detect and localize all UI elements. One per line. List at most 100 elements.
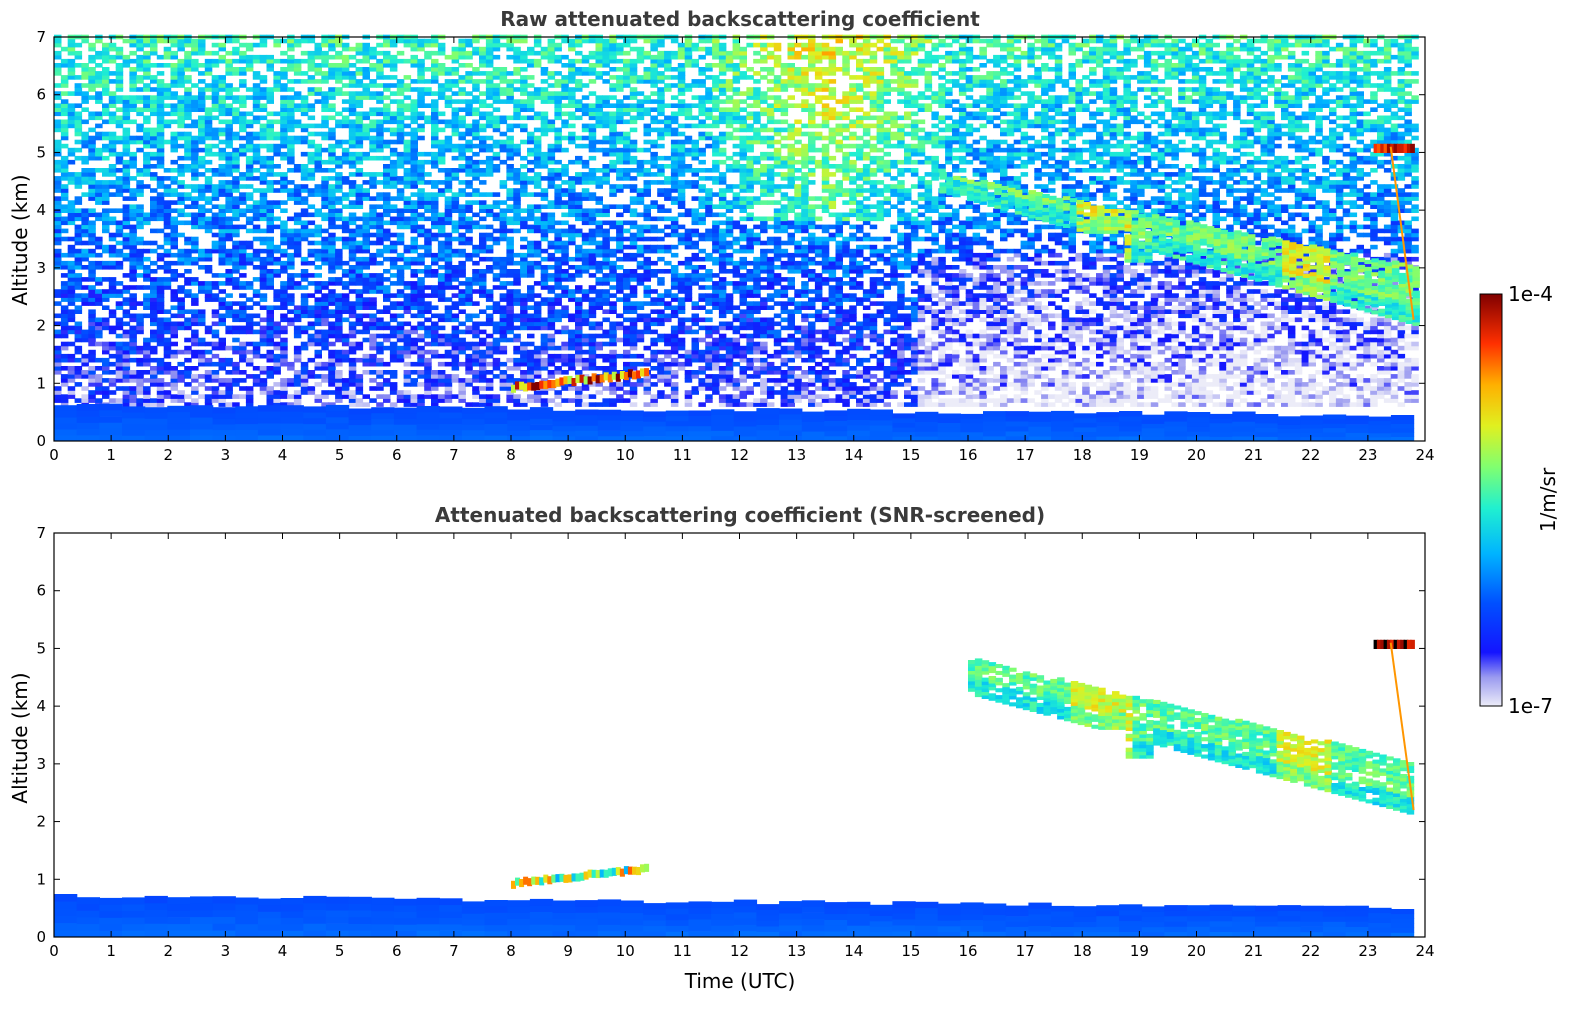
noise-cell <box>232 260 240 266</box>
noise-cell <box>102 361 110 367</box>
noise-cell <box>609 353 617 359</box>
noise-cell <box>431 325 439 331</box>
noise-cell <box>396 281 405 286</box>
noise-cell <box>506 301 514 306</box>
noise-cell <box>602 38 610 44</box>
noise-cell <box>273 390 281 395</box>
noise-cell <box>328 63 336 68</box>
noise-cell <box>177 325 185 331</box>
noise-cell <box>95 180 103 185</box>
noise-cell <box>485 135 494 141</box>
noise-cell <box>81 333 89 339</box>
noise-cell <box>143 159 151 165</box>
noise-cell <box>465 75 473 80</box>
noise-cell <box>609 382 617 387</box>
noise-cell <box>472 386 480 391</box>
panel1-ylabel: Altitude (km) <box>8 174 32 305</box>
noise-cell <box>198 252 206 258</box>
noise-cell <box>479 50 487 56</box>
noise-cell <box>609 293 617 298</box>
noise-cell <box>136 67 144 72</box>
noise-cell <box>211 232 220 238</box>
noise-cell <box>410 289 418 294</box>
noise-cell <box>287 232 295 238</box>
noise-cell <box>568 135 576 141</box>
noise-cell <box>431 374 439 379</box>
noise-cell <box>444 313 453 319</box>
noise-cell <box>211 168 220 173</box>
noise-cell <box>225 402 233 407</box>
noise-cell <box>54 353 62 359</box>
noise-cell <box>424 103 432 108</box>
noise-cell <box>177 394 185 399</box>
noise-cell <box>472 123 480 129</box>
noise-cell <box>156 317 165 323</box>
noise-cell <box>280 67 288 72</box>
noise-cell <box>273 357 281 363</box>
noise-cell <box>191 256 199 262</box>
noise-cell <box>492 285 501 290</box>
noise-cell <box>307 87 316 92</box>
noise-cell <box>437 155 446 161</box>
noise-cell <box>561 329 569 335</box>
noise-cell <box>108 325 117 331</box>
noise-cell <box>499 236 508 242</box>
noise-cell <box>609 67 617 72</box>
noise-cell <box>602 398 610 403</box>
noise-cell <box>458 269 466 274</box>
noise-cell <box>273 273 281 278</box>
noise-cell <box>60 58 69 64</box>
noise-cell <box>122 402 131 407</box>
noise-cell <box>232 244 240 250</box>
noise-cell <box>204 67 213 72</box>
noise-cell <box>300 305 309 310</box>
noise-cell <box>355 204 364 209</box>
noise-cell <box>163 337 172 343</box>
noise-cell <box>355 91 364 96</box>
noise-cell <box>156 216 165 222</box>
noise-cell <box>314 305 322 310</box>
noise-cell <box>479 147 487 153</box>
noise-cell <box>293 357 302 363</box>
noise-cell <box>389 172 398 177</box>
noise-cell <box>506 228 514 234</box>
noise-cell <box>273 341 281 347</box>
noise-cell <box>403 107 412 112</box>
noise-cell <box>568 329 576 335</box>
noise-cell <box>211 83 220 88</box>
noise-cell <box>444 172 453 177</box>
noise-cell <box>321 119 329 125</box>
noise-cell <box>321 107 329 112</box>
noise-cell <box>527 216 535 222</box>
noise-cell <box>389 75 398 80</box>
noise-cell <box>170 293 178 298</box>
noise-cell <box>588 220 597 226</box>
noise-cell <box>115 71 124 76</box>
noise-cell <box>225 103 233 108</box>
noise-cell <box>396 212 405 218</box>
noise-cell <box>362 285 370 290</box>
noise-cell <box>472 38 480 44</box>
noise-cell <box>458 236 466 242</box>
noise-cell <box>143 58 151 64</box>
noise-cell <box>362 50 370 56</box>
noise-cell <box>328 54 336 60</box>
noise-cell <box>623 269 631 274</box>
noise-cell <box>362 115 370 121</box>
noise-cell <box>54 103 62 108</box>
noise-cell <box>259 216 268 222</box>
noise-cell <box>95 252 103 258</box>
noise-cell <box>102 248 110 254</box>
noise-cell <box>136 317 144 323</box>
noise-cell <box>479 281 487 286</box>
noise-cell <box>369 321 377 327</box>
noise-cell <box>60 91 69 96</box>
noise-cell <box>396 38 405 44</box>
noise-cell <box>451 176 460 181</box>
noise-cell <box>588 38 597 44</box>
noise-cell <box>122 353 131 359</box>
noise-cell <box>403 168 412 173</box>
noise-cell <box>527 370 535 375</box>
noise-cell <box>88 273 96 278</box>
noise-cell <box>458 273 466 278</box>
